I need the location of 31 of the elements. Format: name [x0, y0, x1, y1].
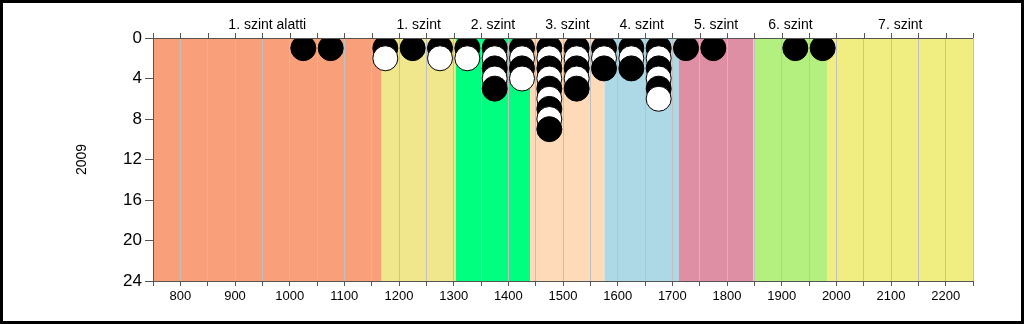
band-label: 7. szint [878, 15, 923, 32]
x-tick-label: 1500 [548, 288, 578, 304]
x-tick-label: 2200 [931, 288, 961, 304]
band-label: 5. szint [693, 15, 739, 32]
x-tick-label: 1800 [712, 288, 742, 304]
y-tick-label: 20 [123, 230, 142, 250]
band-label: 1. szint alatti [228, 15, 307, 32]
y-tick-label: 24 [123, 270, 142, 290]
x-tick-label: 1100 [330, 288, 359, 304]
x-tick-label: 2000 [821, 288, 851, 304]
x-tick-label: 1900 [767, 288, 797, 304]
x-tick-label: 1300 [439, 288, 469, 304]
band-label: 4. szint [619, 15, 664, 32]
x-tick-label: 1700 [657, 288, 687, 304]
y-tick-label: 0 [132, 27, 142, 47]
y-tick-label: 4 [132, 68, 142, 88]
x-tick-label: 1600 [603, 288, 633, 304]
y-axis-title: 2009 [73, 143, 90, 176]
x-tick-label: 1200 [384, 288, 414, 304]
band-label: 1. szint [396, 15, 441, 32]
x-tick-label: 1400 [493, 288, 523, 304]
y-tick-label: 8 [132, 108, 142, 128]
x-tick-label: 800 [169, 288, 192, 304]
x-tick-label: 900 [224, 288, 246, 304]
y-tick-label: 16 [123, 189, 142, 209]
x-tick-label: 2100 [876, 288, 906, 304]
band-label: 3. szint [545, 15, 590, 32]
x-tick-label: 1000 [275, 288, 305, 304]
y-tick-label: 12 [123, 149, 142, 169]
band-label: 6. szint [768, 15, 813, 32]
band-label: 2. szint [470, 15, 516, 32]
